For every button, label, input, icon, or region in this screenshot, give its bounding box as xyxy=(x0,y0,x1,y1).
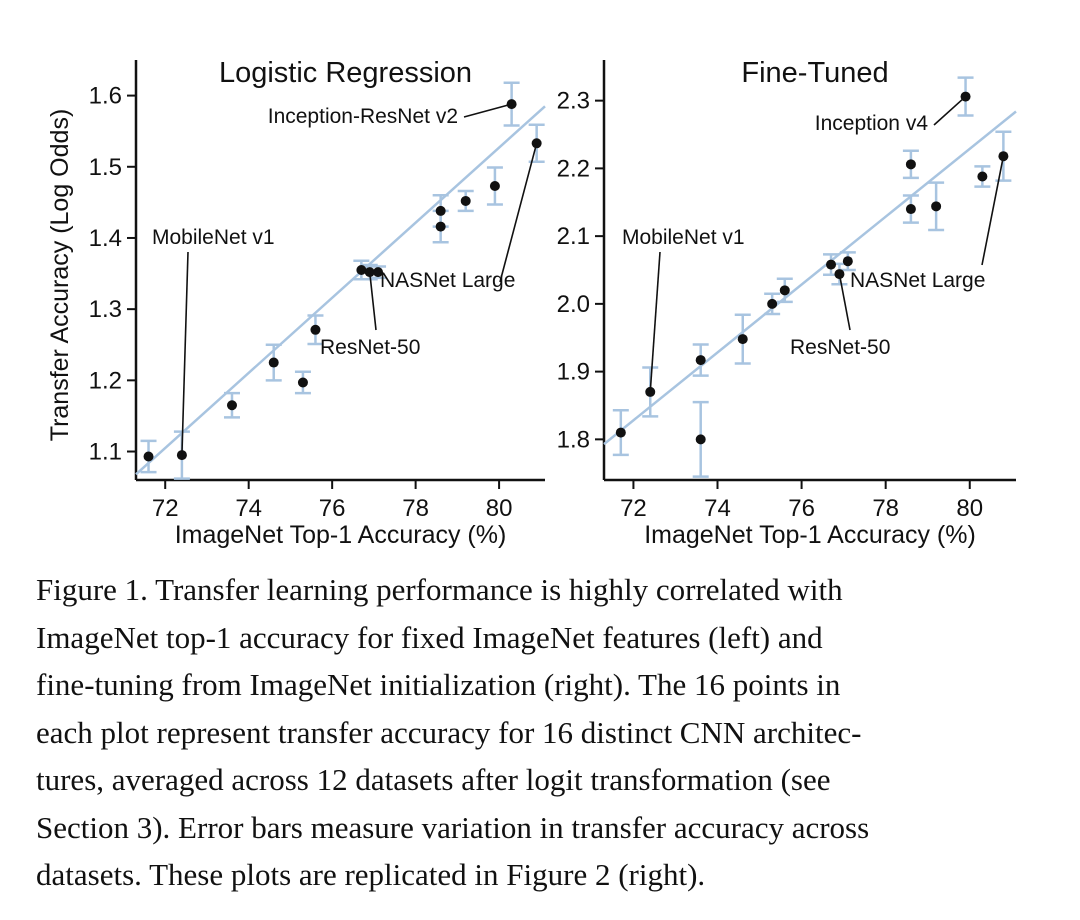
y-tick-label: 2.3 xyxy=(557,88,590,115)
annotation-leader xyxy=(499,143,538,283)
caption-line: Figure 1. Transfer learning performance … xyxy=(36,572,843,607)
panel-title: Fine-Tuned xyxy=(741,57,888,89)
y-tick-label: 1.4 xyxy=(89,225,122,252)
data-point xyxy=(226,400,237,411)
data-point xyxy=(842,256,853,267)
y-tick-label: 1.1 xyxy=(89,439,122,466)
data-point xyxy=(489,181,500,191)
annotation-leader xyxy=(181,251,189,456)
data-point xyxy=(905,159,916,170)
y-tick-label: 2.1 xyxy=(557,223,590,250)
x-axis-label: ImageNet Top-1 Accuracy (%) xyxy=(175,521,507,549)
panel-title: Logistic Regression xyxy=(219,57,472,89)
data-point xyxy=(460,195,471,206)
trend-line xyxy=(135,105,546,476)
x-tick-label: 78 xyxy=(872,495,899,522)
data-point xyxy=(435,205,446,216)
y-tick-label: 1.2 xyxy=(89,367,122,394)
caption-line: tures, averaged across 12 datasets after… xyxy=(36,762,831,797)
data-point xyxy=(779,285,790,296)
caption-line: fine-tuning from ImageNet initialization… xyxy=(36,667,841,702)
x-axis-label: ImageNet Top-1 Accuracy (%) xyxy=(644,521,976,549)
data-point xyxy=(268,357,279,368)
y-axis-label: Transfer Accuracy (Log Odds) xyxy=(46,109,74,442)
y-tick-label: 1.5 xyxy=(89,154,122,181)
data-point xyxy=(737,334,748,345)
figure-caption: Figure 1. Transfer learning performance … xyxy=(36,566,1046,899)
annotation-leader xyxy=(463,103,512,118)
annotation-label: MobileNet v1 xyxy=(622,226,745,249)
x-tick-label: 80 xyxy=(486,495,513,522)
x-tick-label: 78 xyxy=(402,495,429,522)
data-point xyxy=(310,324,321,335)
data-point xyxy=(695,355,706,366)
data-point xyxy=(826,259,837,270)
x-tick-label: 76 xyxy=(319,495,346,522)
data-point xyxy=(767,298,778,309)
y-tick-label: 1.9 xyxy=(557,359,590,386)
data-point xyxy=(297,377,308,388)
x-tick-label: 72 xyxy=(620,495,647,522)
annotation-label: Inception v4 xyxy=(815,112,929,135)
y-tick-label: 1.3 xyxy=(89,296,122,323)
y-tick-label: 1.6 xyxy=(89,83,122,110)
x-tick-label: 74 xyxy=(704,495,731,522)
x-tick-label: 80 xyxy=(956,495,983,522)
caption-line: datasets. These plots are replicated in … xyxy=(36,857,706,892)
data-point xyxy=(435,221,446,232)
annotation-leader xyxy=(368,272,377,331)
annotation-leader xyxy=(838,273,851,331)
annotation-label: MobileNet v1 xyxy=(152,226,275,249)
data-point xyxy=(905,204,916,215)
y-tick-label: 1.8 xyxy=(557,426,590,453)
x-tick-label: 76 xyxy=(788,495,815,522)
data-point xyxy=(356,265,367,275)
caption-line: ImageNet top-1 accuracy for fixed ImageN… xyxy=(36,619,823,655)
caption-line: Section 3). Error bars measure variation… xyxy=(36,809,870,845)
data-point xyxy=(977,171,988,182)
trend-line xyxy=(603,110,1017,446)
annotation-label: ResNet-50 xyxy=(790,336,890,359)
x-tick-label: 72 xyxy=(152,495,179,522)
data-point xyxy=(143,451,154,462)
y-tick-label: 2.0 xyxy=(557,291,590,318)
annotation-leader xyxy=(649,251,661,392)
y-tick-label: 2.2 xyxy=(557,155,590,182)
annotation-label: Inception-ResNet v2 xyxy=(268,105,458,128)
data-point xyxy=(931,201,942,212)
data-point xyxy=(373,267,384,278)
x-tick-label: 74 xyxy=(235,495,262,522)
annotation-label: ResNet-50 xyxy=(320,336,420,359)
annotation-label: NASNet Large xyxy=(380,269,515,292)
data-point xyxy=(615,427,626,438)
annotation-leader xyxy=(981,156,1005,266)
caption-line: each plot represent transfer accuracy fo… xyxy=(36,714,862,750)
data-point xyxy=(695,434,706,445)
annotation-label: NASNet Large xyxy=(850,269,985,292)
annotation-leader xyxy=(933,95,967,126)
